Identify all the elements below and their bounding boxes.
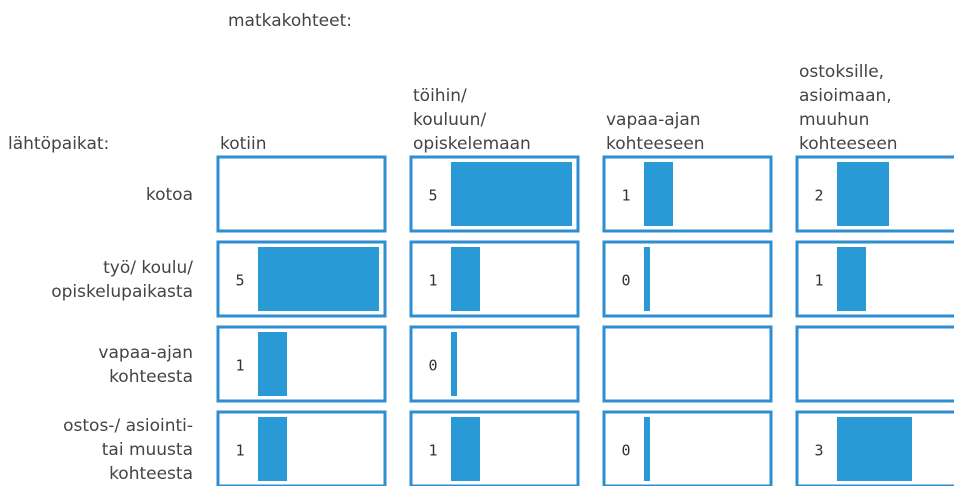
bar [837, 162, 889, 226]
bar [258, 247, 379, 311]
value-label: 1 [235, 357, 244, 375]
value-label: 0 [428, 357, 437, 375]
cell [409, 410, 580, 486]
cell [795, 240, 954, 318]
bar [644, 417, 650, 481]
value-label: 1 [621, 187, 630, 205]
bar [644, 162, 673, 226]
value-label: 3 [814, 442, 823, 460]
column-label: asioimaan, [799, 86, 892, 106]
row-label: kohteesta [109, 367, 193, 387]
row-title: lähtöpaikat: [8, 134, 109, 154]
value-label: 1 [428, 272, 437, 290]
bar [837, 417, 912, 481]
cell [602, 325, 773, 403]
row-label: tai muusta [102, 440, 193, 460]
cell [602, 240, 773, 318]
bar [837, 247, 866, 311]
column-label: vapaa-ajan [606, 110, 701, 130]
bar [644, 247, 650, 311]
column-label: töihin/ [413, 86, 467, 106]
cell [602, 155, 773, 233]
column-title: matkakohteet: [228, 11, 352, 31]
cell [216, 155, 387, 233]
column-label: kohteeseen [799, 134, 898, 154]
value-label: 5 [235, 272, 244, 290]
cell [409, 155, 580, 233]
row-label: kotoa [146, 185, 193, 205]
bar [451, 247, 480, 311]
column-label: kotiin [220, 134, 267, 154]
bar [451, 162, 572, 226]
cell [795, 155, 954, 233]
value-label: 0 [621, 442, 630, 460]
bar [258, 417, 287, 481]
cell [409, 240, 580, 318]
row-label: vapaa-ajan [98, 343, 193, 363]
row-label: työ/ koulu/ [103, 258, 193, 278]
value-label: 0 [621, 272, 630, 290]
row-label: opiskelupaikasta [51, 282, 193, 302]
value-label: 1 [814, 272, 823, 290]
cell [602, 410, 773, 486]
value-label: 1 [428, 442, 437, 460]
column-label: kouluun/ [413, 110, 486, 130]
bar [451, 417, 480, 481]
value-label: 2 [814, 187, 823, 205]
cell [409, 325, 580, 403]
bar [451, 332, 457, 396]
cell [216, 410, 387, 486]
value-label: 1 [235, 442, 244, 460]
cell [216, 240, 387, 318]
column-label: opiskelemaan [413, 134, 531, 154]
cell [216, 325, 387, 403]
row-label: ostos-/ asiointi- [63, 416, 193, 436]
row-label: kohteesta [109, 464, 193, 484]
column-label: kohteeseen [606, 134, 705, 154]
value-label: 5 [428, 187, 437, 205]
bar [258, 332, 287, 396]
cell [795, 410, 954, 486]
cell [795, 325, 954, 403]
column-label: muuhun [799, 110, 869, 130]
column-label: ostoksille, [799, 62, 884, 82]
